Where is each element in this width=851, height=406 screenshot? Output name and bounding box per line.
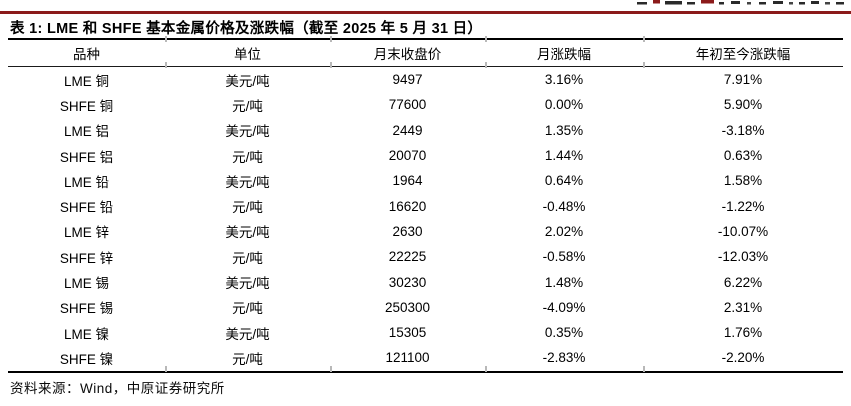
cell-month-change: 0.64% xyxy=(544,173,584,189)
table-row: LME 铜 美元/吨 9497 3.16% 7.91% xyxy=(8,67,843,93)
table-row: SHFE 锌 元/吨 22225 -0.58% -12.03% xyxy=(8,244,843,269)
cell-ytd-change: 1.58% xyxy=(723,173,763,189)
cell-close: 250300 xyxy=(384,299,431,315)
table-row: LME 铝 美元/吨 2449 1.35% -3.18% xyxy=(8,118,843,143)
cell-variety: LME 铅 xyxy=(63,174,109,190)
table-row: SHFE 铅 元/吨 16620 -0.48% -1.22% xyxy=(8,193,843,218)
cell-ytd-change: -10.07% xyxy=(717,223,769,239)
cell-close: 77600 xyxy=(388,97,427,113)
top-red-divider xyxy=(0,11,851,14)
cell-unit: 美元/吨 xyxy=(225,225,270,241)
column-boundary-tick xyxy=(643,62,645,68)
cell-month-change: 1.48% xyxy=(544,274,584,290)
cell-month-change: -0.58% xyxy=(542,249,586,265)
column-boundary-tick xyxy=(485,62,487,68)
cell-ytd-change: -1.22% xyxy=(721,198,765,214)
table-row: LME 锌 美元/吨 2630 2.02% -10.07% xyxy=(8,219,843,244)
metals-price-table: 品种 单位 月末收盘价 月涨跌幅 年初至今涨跌幅 LME 铜美元/吨 9497 3.16% 7… xyxy=(8,38,843,373)
cell-variety: LME 铝 xyxy=(63,124,109,140)
column-boundary-tick xyxy=(165,36,167,42)
cell-close: 2449 xyxy=(392,122,423,138)
cell-ytd-change: -12.03% xyxy=(717,249,769,265)
cell-close: 121100 xyxy=(385,350,430,366)
column-boundary-tick xyxy=(165,62,167,68)
cell-ytd-change: 1.76% xyxy=(723,325,763,341)
cell-close: 30230 xyxy=(388,274,427,290)
cell-close: 22225 xyxy=(388,249,427,265)
cell-unit: 美元/吨 xyxy=(225,124,270,140)
table-row: SHFE 锡 元/吨 250300 -4.09% 2.31% xyxy=(8,295,843,320)
cell-variety: LME 铜 xyxy=(63,73,109,89)
cell-variety: SHFE 锡 xyxy=(59,301,114,317)
cell-month-change: -4.09% xyxy=(542,299,586,315)
cell-month-change: 1.44% xyxy=(544,148,584,164)
cell-month-change: 0.00% xyxy=(544,97,584,113)
cell-ytd-change: -3.18% xyxy=(721,122,765,138)
cell-close: 20070 xyxy=(388,148,427,164)
cell-unit: 元/吨 xyxy=(232,149,263,165)
table-row: SHFE 镍 元/吨 121100 -2.83% -2.20% xyxy=(8,345,843,371)
cell-month-change: -2.83% xyxy=(542,350,586,366)
cell-variety: SHFE 铝 xyxy=(59,149,114,165)
column-boundary-tick xyxy=(643,366,645,372)
cell-variety: SHFE 铅 xyxy=(59,200,114,216)
cell-unit: 元/吨 xyxy=(232,301,263,317)
cell-variety: LME 镍 xyxy=(63,326,109,342)
cell-ytd-change: -2.20% xyxy=(721,350,765,366)
col-header-month-change: 月涨跌幅 xyxy=(485,39,643,67)
table-body: LME 铜美元/吨 9497 3.16% 7.91% SHFE 铜元/吨 77600 0.0… xyxy=(8,67,843,372)
table-row: LME 锡 美元/吨 30230 1.48% 6.22% xyxy=(8,269,843,294)
table-header-row: 品种 单位 月末收盘价 月涨跌幅 年初至今涨跌幅 xyxy=(8,39,843,67)
col-header-unit: 单位 xyxy=(165,39,330,67)
cell-unit: 美元/吨 xyxy=(225,326,270,342)
column-boundary-tick xyxy=(643,36,645,42)
column-boundary-tick xyxy=(485,366,487,372)
cell-ytd-change: 0.63% xyxy=(723,148,763,164)
cell-month-change: 1.35% xyxy=(544,122,584,138)
column-boundary-tick xyxy=(330,366,332,372)
column-boundary-tick xyxy=(485,36,487,42)
column-boundary-tick xyxy=(165,366,167,372)
cell-unit: 美元/吨 xyxy=(225,276,270,292)
cell-close: 1964 xyxy=(392,173,423,189)
cell-ytd-change: 7.91% xyxy=(723,72,763,88)
cell-variety: SHFE 锌 xyxy=(59,250,114,266)
partial-logo-fragment xyxy=(637,0,844,5)
cell-month-change: 2.02% xyxy=(544,223,584,239)
column-boundary-tick xyxy=(330,62,332,68)
cell-month-change: -0.48% xyxy=(542,198,586,214)
cell-unit: 美元/吨 xyxy=(225,73,270,89)
table-title: 表 1: LME 和 SHFE 基本金属价格及涨跌幅（截至 2025 年 5 月… xyxy=(10,21,483,37)
cell-ytd-change: 6.22% xyxy=(723,274,763,290)
col-header-ytd-change: 年初至今涨跌幅 xyxy=(643,39,843,67)
cell-unit: 元/吨 xyxy=(232,351,263,367)
cell-unit: 美元/吨 xyxy=(225,174,270,190)
cell-unit: 元/吨 xyxy=(232,200,263,216)
column-boundary-tick xyxy=(330,36,332,42)
cell-close: 15305 xyxy=(388,325,427,341)
source-note: 资料来源：Wind，中原证券研究所 xyxy=(10,381,225,396)
cell-close: 9497 xyxy=(392,72,423,88)
col-header-variety: 品种 xyxy=(8,39,165,67)
cell-unit: 元/吨 xyxy=(232,98,263,114)
cell-variety: SHFE 铜 xyxy=(59,98,114,114)
cell-close: 2630 xyxy=(392,223,423,239)
cell-month-change: 0.35% xyxy=(544,325,584,341)
cell-variety: SHFE 镍 xyxy=(59,351,114,367)
cell-unit: 元/吨 xyxy=(232,250,263,266)
cell-month-change: 3.16% xyxy=(544,72,584,88)
table-row: LME 镍 美元/吨 15305 0.35% 1.76% xyxy=(8,320,843,345)
col-header-close: 月末收盘价 xyxy=(330,39,485,67)
cell-close: 16620 xyxy=(388,198,427,214)
table-row: LME 铅 美元/吨 1964 0.64% 1.58% xyxy=(8,168,843,193)
cell-variety: LME 锡 xyxy=(63,276,109,292)
cell-variety: LME 锌 xyxy=(63,225,109,241)
cell-ytd-change: 5.90% xyxy=(723,97,763,113)
table-row: SHFE 铝 元/吨 20070 1.44% 0.63% xyxy=(8,143,843,168)
table-row: SHFE 铜 元/吨 77600 0.00% 5.90% xyxy=(8,92,843,117)
cell-ytd-change: 2.31% xyxy=(723,299,763,315)
